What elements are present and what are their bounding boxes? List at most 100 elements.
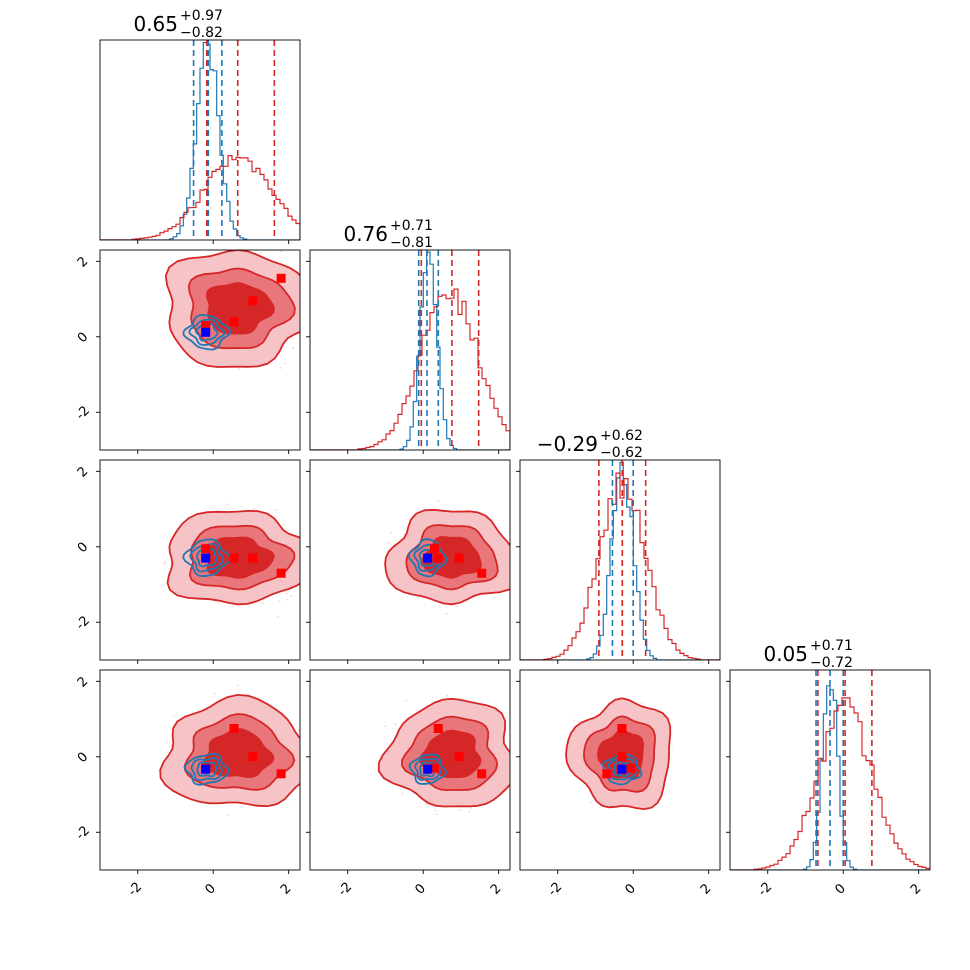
scatter-point: [423, 507, 426, 509]
scatter-point: [230, 243, 232, 245]
red-marker-2: [248, 752, 258, 762]
scatter-point: [164, 560, 167, 563]
title-minus-2: −0.81: [390, 235, 433, 251]
scatter-point: [304, 721, 306, 723]
scatter-point: [573, 719, 576, 722]
scatter-point: [306, 337, 308, 339]
blue-contour-level-2: [190, 757, 223, 782]
scatter-point: [261, 602, 264, 604]
blue-contour-level-3: [195, 322, 219, 342]
scatter-point: [292, 347, 295, 349]
scatter-point: [470, 806, 472, 809]
y-tick-label: 0: [75, 540, 91, 556]
x-tick-label: 0: [413, 881, 429, 897]
red-marker-1: [229, 553, 239, 563]
title-minus-3: −0.62: [600, 445, 643, 461]
red-histogram: [730, 697, 930, 870]
panel-frame: [309, 459, 511, 661]
red-marker-1: [433, 553, 443, 563]
blue-marker: [617, 764, 627, 774]
x-tick-label: -2: [755, 880, 775, 900]
blue-marker: [201, 764, 211, 774]
blue-contour-level-1: [408, 538, 448, 578]
red-marker-2: [248, 553, 258, 563]
red-marker-1: [229, 317, 239, 327]
red-marker-2: [617, 752, 627, 762]
title-plus-3: +0.62: [600, 428, 643, 444]
panel-hist-3: −0.29 +0.62−0.62: [519, 428, 721, 661]
x-tick-label: 2: [698, 881, 714, 897]
scatter-point: [279, 367, 282, 369]
y-tick-label: 0: [75, 750, 91, 766]
panel-2d-3-1: [309, 669, 511, 871]
y-tick-label: -2: [73, 823, 93, 843]
blue-histogram: [730, 685, 930, 870]
scatter-point: [437, 500, 440, 502]
y-tick-label: 2: [75, 464, 91, 480]
blue-marker: [201, 553, 211, 563]
scatter-point: [445, 613, 448, 615]
scatter-point: [165, 741, 168, 744]
title-plus-1: +0.97: [180, 8, 223, 24]
scatter-point: [578, 720, 580, 723]
red-marker-4: [201, 544, 211, 554]
y-tick-label: 2: [75, 254, 91, 270]
panel-frame: [99, 39, 301, 241]
red-marker-2: [454, 752, 464, 762]
x-tick-label: 0: [203, 881, 219, 897]
y-tick-label: 2: [75, 674, 91, 690]
red-marker-2: [454, 553, 464, 563]
scatter-point: [214, 692, 216, 695]
panel-2d-3-2: [519, 669, 721, 871]
red-marker-3: [276, 273, 286, 283]
title-minus-1: −0.82: [180, 25, 223, 41]
y-tick-label: -2: [73, 403, 93, 423]
blue-contour-level-1: [183, 752, 231, 786]
title-value-1: 0.65: [133, 12, 178, 36]
title-value-2: 0.76: [343, 222, 388, 246]
y-tick-label: 0: [75, 330, 91, 346]
blue-contour-level-2: [189, 542, 225, 573]
scatter-point: [233, 247, 235, 249]
title-plus-4: +0.71: [810, 638, 853, 654]
scatter-point: [671, 745, 673, 747]
scatter-point: [286, 599, 289, 601]
blue-contour-level-1: [601, 753, 643, 786]
scatter-point: [280, 250, 282, 253]
scatter-point: [589, 801, 592, 804]
x-tick-label: -2: [125, 880, 145, 900]
scatter-point: [435, 813, 438, 816]
panel-frame: [99, 459, 301, 661]
red-histogram: [100, 155, 300, 240]
panel-hist-1: 0.65 +0.97−0.82: [99, 8, 301, 241]
blue-contour-level-1: [408, 753, 447, 785]
panel-hist-4: 0.05 +0.71−0.72: [729, 638, 931, 871]
scatter-point: [226, 503, 229, 506]
red-contour-level-3: [205, 282, 275, 335]
scatter-point: [173, 715, 176, 718]
blue-marker: [201, 327, 211, 337]
scatter-point: [284, 362, 287, 365]
title-value-4: 0.05: [763, 642, 808, 666]
scatter-point: [390, 531, 393, 534]
blue-contour-level-2: [414, 757, 442, 781]
title-minus-4: −0.72: [810, 655, 853, 671]
blue-histogram: [310, 251, 510, 450]
blue-marker: [423, 553, 433, 563]
blue-contour-level-1: [182, 538, 232, 578]
scatter-point: [425, 803, 428, 805]
scatter-point: [525, 583, 527, 585]
blue-contour-level-3: [419, 761, 437, 778]
panel-2d-2-1: [309, 459, 527, 661]
x-tick-label: -2: [545, 880, 565, 900]
panel-2d-3-0: [99, 669, 306, 871]
red-histogram: [310, 288, 510, 450]
blue-histogram: [520, 461, 720, 660]
red-marker-3: [477, 568, 487, 578]
scatter-point: [312, 330, 314, 332]
scatter-point: [285, 592, 288, 595]
x-tick-label: 0: [623, 881, 639, 897]
scatter-point: [216, 602, 219, 605]
scatter-point: [384, 725, 387, 728]
